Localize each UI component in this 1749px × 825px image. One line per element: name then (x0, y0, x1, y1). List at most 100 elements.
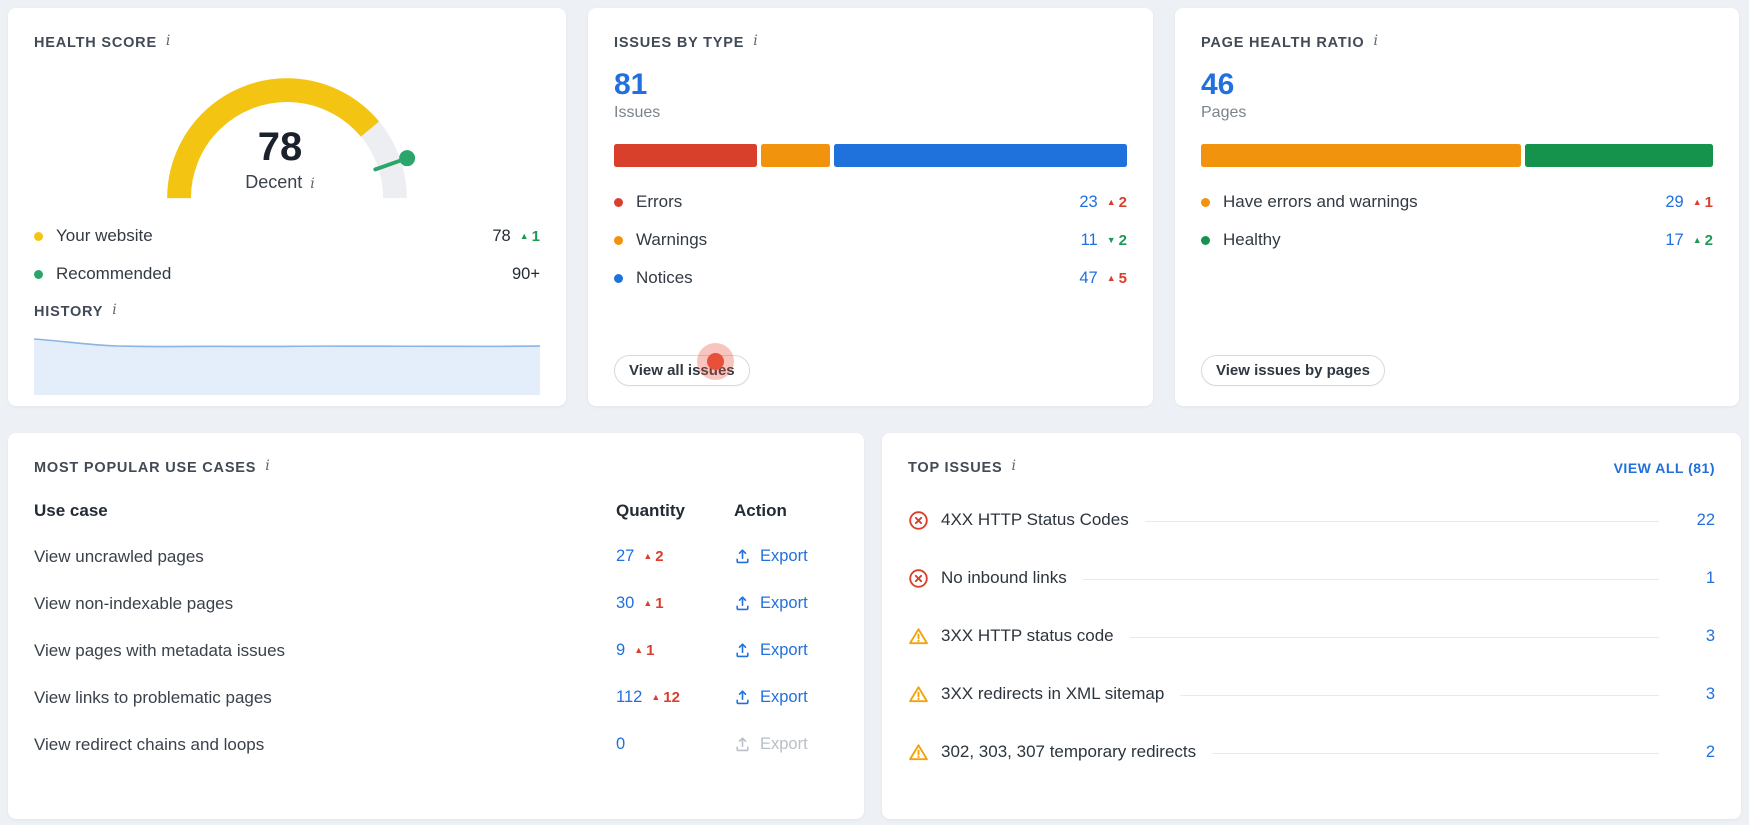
issue-row[interactable]: 3XX redirects in XML sitemap 3 (908, 665, 1715, 723)
issue-count-link[interactable]: 22 (1696, 510, 1715, 529)
view-all-issues-button[interactable]: View all issues (614, 355, 750, 386)
recommended-marker-dot (399, 150, 416, 167)
error-icon (908, 568, 929, 589)
issue-count-link[interactable]: 1 (1705, 568, 1715, 587)
upload-icon (736, 596, 749, 611)
warning-icon (908, 684, 929, 705)
issue-count-link[interactable]: 3 (1705, 626, 1715, 645)
notices-delta: 5 (1107, 270, 1127, 287)
legend-row-have-errors: Have errors and warnings 29 1 (1201, 189, 1713, 215)
table-row: View uncrawled pages 27 2 Export (34, 533, 838, 580)
info-icon[interactable] (112, 303, 116, 321)
issue-row[interactable]: 302, 303, 307 temporary redirects 2 (908, 723, 1715, 781)
legend-row-notices: Notices 47 5 (614, 265, 1127, 291)
legend-row-healthy: Healthy 17 2 (1201, 227, 1713, 253)
view-issues-by-pages-button[interactable]: View issues by pages (1201, 355, 1385, 386)
issues-title-row: ISSUES BY TYPE (614, 34, 1127, 52)
leader-line (1180, 694, 1659, 696)
table-row: View redirect chains and loops 0 Export (34, 721, 838, 768)
legend-dot (614, 197, 623, 207)
upload-icon (736, 643, 749, 658)
error-icon (908, 510, 929, 531)
export-link[interactable]: Export (734, 641, 838, 660)
quantity-delta: 1 (643, 595, 663, 612)
page-health-legend: Have errors and warnings 29 1 Healthy 17… (1201, 189, 1713, 253)
healthy-pages-count-link[interactable]: 17 (1665, 230, 1684, 249)
legend-row-errors: Errors 23 2 (614, 189, 1127, 215)
export-link-disabled: Export (734, 735, 838, 754)
issues-legend: Errors 23 2 Warnings 11 2 Noti (614, 189, 1127, 291)
issue-count-link[interactable]: 3 (1705, 684, 1715, 703)
error-pages-count-link[interactable]: 29 (1665, 192, 1684, 211)
issues-total-label: Issues (614, 104, 661, 121)
healthy-pages-bar-segment[interactable] (1525, 144, 1713, 167)
card-title: TOP ISSUES (908, 460, 1003, 476)
issues-total[interactable]: 81 (614, 68, 648, 101)
warnings-delta: 2 (1107, 232, 1127, 249)
legend-dot (614, 235, 623, 245)
card-title: ISSUES BY TYPE (614, 35, 745, 51)
gauge-chart (167, 78, 416, 199)
issue-row[interactable]: No inbound links 1 (908, 549, 1715, 607)
health-score-legend: Your website 78 1 Recommended 90+ (34, 223, 540, 287)
errors-count-link[interactable]: 23 (1079, 192, 1098, 211)
info-icon[interactable] (265, 459, 269, 477)
info-icon[interactable] (310, 177, 314, 195)
info-icon[interactable] (166, 34, 170, 52)
errors-bar-segment[interactable] (614, 144, 758, 167)
quantity-link[interactable]: 9 (616, 641, 626, 659)
card-title: HEALTH SCORE (34, 35, 157, 51)
health-score-card: HEALTH SCORE 78 Decent (8, 8, 566, 406)
notices-count-link[interactable]: 47 (1079, 268, 1098, 287)
your-website-score: 78 (492, 226, 511, 245)
view-all-link[interactable]: VIEW ALL (81) (1613, 460, 1715, 476)
export-link[interactable]: Export (734, 594, 838, 613)
table-row: View links to problematic pages 112 12 E… (34, 674, 838, 721)
export-link[interactable]: Export (734, 688, 838, 707)
quantity-link[interactable]: 27 (616, 547, 635, 565)
export-link[interactable]: Export (734, 547, 838, 566)
info-icon[interactable] (1012, 459, 1016, 477)
warning-icon (908, 626, 929, 647)
info-icon[interactable] (753, 34, 757, 52)
warnings-bar-segment[interactable] (761, 144, 831, 167)
quantity-link[interactable]: 0 (616, 735, 626, 753)
notices-bar-segment[interactable] (834, 144, 1128, 167)
card-title: MOST POPULAR USE CASES (34, 460, 257, 476)
issue-row[interactable]: 3XX HTTP status code 3 (908, 607, 1715, 665)
errors-pages-bar-segment[interactable] (1201, 144, 1522, 167)
pages-total[interactable]: 46 (1201, 68, 1235, 101)
top-issues-list: 4XX HTTP Status Codes 22 No inbound link… (908, 491, 1715, 781)
top-issues-header: TOP ISSUES VIEW ALL (81) (908, 459, 1715, 477)
table-row: View non-indexable pages 30 1 Export (34, 580, 838, 627)
quantity-link[interactable]: 112 (616, 688, 643, 706)
quantity-link[interactable]: 30 (616, 594, 635, 612)
page-health-ratio-card: PAGE HEALTH RATIO 46 Pages Have errors a… (1175, 8, 1739, 406)
quantity-delta: 1 (634, 642, 654, 659)
upload-icon (736, 690, 749, 705)
recommended-score: 90+ (512, 264, 540, 283)
health-score-value: 78 (257, 125, 303, 169)
leader-line (1144, 520, 1659, 522)
legend-row-warnings: Warnings 11 2 (614, 227, 1127, 253)
leader-line (1212, 752, 1659, 754)
use-cases-table: Use case Quantity Action View uncrawled … (34, 489, 838, 768)
top-cards-row: HEALTH SCORE 78 Decent (8, 8, 1741, 406)
card-title: PAGE HEALTH RATIO (1201, 35, 1365, 51)
page-health-title-row: PAGE HEALTH RATIO (1201, 34, 1713, 52)
history-area-chart (34, 338, 540, 395)
health-score-title-row: HEALTH SCORE (34, 34, 540, 52)
info-icon[interactable] (1373, 34, 1377, 52)
issues-stacked-bar (614, 144, 1128, 167)
bottom-cards-row: MOST POPULAR USE CASES Use case Quantity… (8, 433, 1741, 819)
legend-dot (614, 273, 623, 283)
legend-dot (34, 231, 43, 241)
legend-dot (34, 269, 43, 279)
issue-count-link[interactable]: 2 (1705, 742, 1715, 761)
warnings-count-link[interactable]: 11 (1080, 230, 1098, 249)
legend-row-your-website: Your website 78 1 (34, 223, 540, 249)
column-header-quantity: Quantity (616, 501, 685, 520)
issue-row[interactable]: 4XX HTTP Status Codes 22 (908, 491, 1715, 549)
use-cases-card: MOST POPULAR USE CASES Use case Quantity… (8, 433, 864, 819)
warning-icon (908, 742, 929, 763)
